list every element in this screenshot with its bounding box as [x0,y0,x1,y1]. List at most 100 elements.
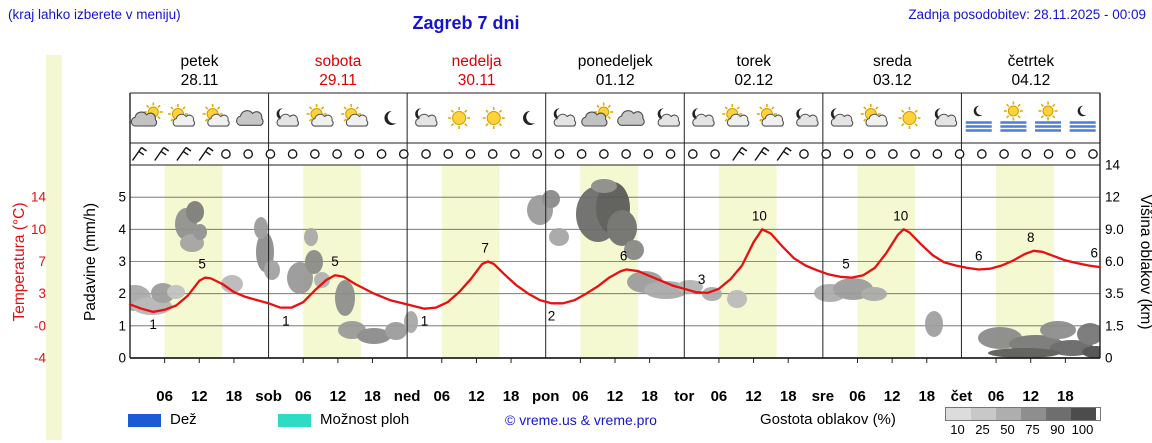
calm-wind-icon [532,149,543,159]
svg-text:14: 14 [31,190,47,205]
svg-text:12: 12 [884,388,901,405]
svg-text:6: 6 [1090,245,1098,260]
svg-text:5: 5 [842,257,850,272]
svg-text:6: 6 [975,249,983,264]
calm-wind-icon [665,149,676,159]
calm-wind-icon [799,149,809,159]
wind-barb-icon [754,146,770,161]
day-name: petek [180,53,219,70]
cloud-density-step [996,408,1021,420]
svg-text:18: 18 [780,388,797,405]
cloud-density-step-value: 50 [1000,422,1015,437]
svg-text:1: 1 [421,314,429,329]
day-date: 29.11 [319,72,357,89]
sun-cloud-icon [341,104,369,127]
calm-wind-icon [332,149,342,159]
precipitation-axis-ticks: 5 4 3 2 1 0 [118,190,126,366]
svg-text:0: 0 [1105,351,1113,366]
calm-wind-icon [599,149,609,159]
moon-cloud-icon [796,108,819,127]
svg-text:5: 5 [331,254,339,269]
calm-wind-icon [843,149,854,159]
wind-barb-icon [732,146,748,161]
day-name: sreda [872,53,912,70]
svg-text:1: 1 [118,318,126,333]
cloud-cover-blobs [130,179,1100,358]
svg-text:12: 12 [1022,388,1039,405]
calm-wind-icon [976,149,987,159]
svg-text:18: 18 [503,388,520,405]
day-date: 30.11 [457,72,496,89]
cloud-density-step-value: 25 [975,422,990,437]
moon-fog-icon [1069,105,1096,132]
calm-wind-icon [487,149,498,159]
calm-wind-icon [310,149,320,159]
svg-text:06: 06 [433,388,450,405]
svg-text:-4: -4 [34,351,46,366]
calm-wind-icon [265,149,276,159]
svg-text:12: 12 [191,388,208,405]
day-header-nedelja: nedelja 30.11 [407,52,546,90]
day-header-petek: petek 28.11 [130,52,269,90]
svg-text:7: 7 [481,241,489,256]
day-date: 01.12 [595,72,635,89]
cloud-density-step [1021,408,1046,420]
last-update-text: Zadnja posodobitev: 28.11.2025 - 00:09 [908,7,1146,22]
wind-barb-icon [198,146,214,161]
moon-cloud-icon [657,108,681,127]
copyright-link[interactable]: © vreme.us & vreme.pro [505,412,657,428]
svg-text:3: 3 [38,286,46,301]
cloud-density-values: 10 25 50 75 90 100 [945,422,1101,437]
calm-wind-icon [643,149,654,159]
temperature-axis-ticks: 14 10 7 3 -0 -4 [31,190,47,366]
wind-barb-icon [131,146,147,161]
cloud-density-gradient [945,407,1101,421]
svg-text:06: 06 [572,388,589,405]
showers-legend-label: Možnost ploh [320,411,410,428]
svg-text:1: 1 [282,314,290,329]
calm-wind-icon [999,149,1009,159]
cloud-sun-icon [130,102,163,127]
calm-wind-icon [443,149,454,159]
svg-text:7: 7 [38,254,46,269]
cloud-icon [236,110,264,126]
calm-wind-icon [910,149,920,159]
svg-text:9.0: 9.0 [1105,222,1124,237]
cloud-density-step-value: 10 [950,422,965,437]
svg-text:12: 12 [1105,190,1120,205]
temperature-value-labels: 5 5 7 6 3 10 5 10 6 8 6 1 1 1 2 [149,208,1098,332]
svg-text:18: 18 [1057,388,1074,405]
svg-text:pon: pon [532,388,560,405]
day-header-torek: torek 02.12 [684,52,823,90]
rain-legend-label: Dež [170,411,197,428]
svg-text:2: 2 [548,308,556,323]
svg-text:6.0: 6.0 [1105,254,1124,269]
cloud-density-step-value: 100 [1071,422,1094,437]
svg-text:06: 06 [156,388,173,405]
calm-wind-icon [376,149,387,159]
cloud-icon [617,110,645,126]
svg-text:2: 2 [118,286,126,301]
svg-text:14: 14 [1105,158,1121,173]
svg-text:1.5: 1.5 [1105,318,1124,333]
wind-barb-icon [176,146,192,161]
moon-icon [384,110,397,125]
svg-text:12: 12 [468,388,485,405]
svg-text:sre: sre [812,388,835,405]
svg-text:12: 12 [607,388,624,405]
svg-text:sob: sob [255,388,282,405]
svg-text:18: 18 [226,388,243,405]
temperature-axis-label: Temperatura (°C) [11,202,28,321]
cloud-height-axis-label: Višina oblakov (km) [1137,195,1152,330]
calm-wind-icon [243,149,254,159]
calm-wind-icon [465,149,476,159]
svg-text:3: 3 [118,254,126,269]
calm-wind-icon [510,149,520,159]
calm-wind-icon [954,149,965,159]
moon-cloud-icon [276,108,299,127]
svg-text:10: 10 [752,208,767,223]
svg-text:5: 5 [118,190,126,205]
svg-text:8: 8 [1027,230,1035,245]
svg-text:18: 18 [641,388,658,405]
day-header-sobota: sobota 29.11 [269,52,408,90]
